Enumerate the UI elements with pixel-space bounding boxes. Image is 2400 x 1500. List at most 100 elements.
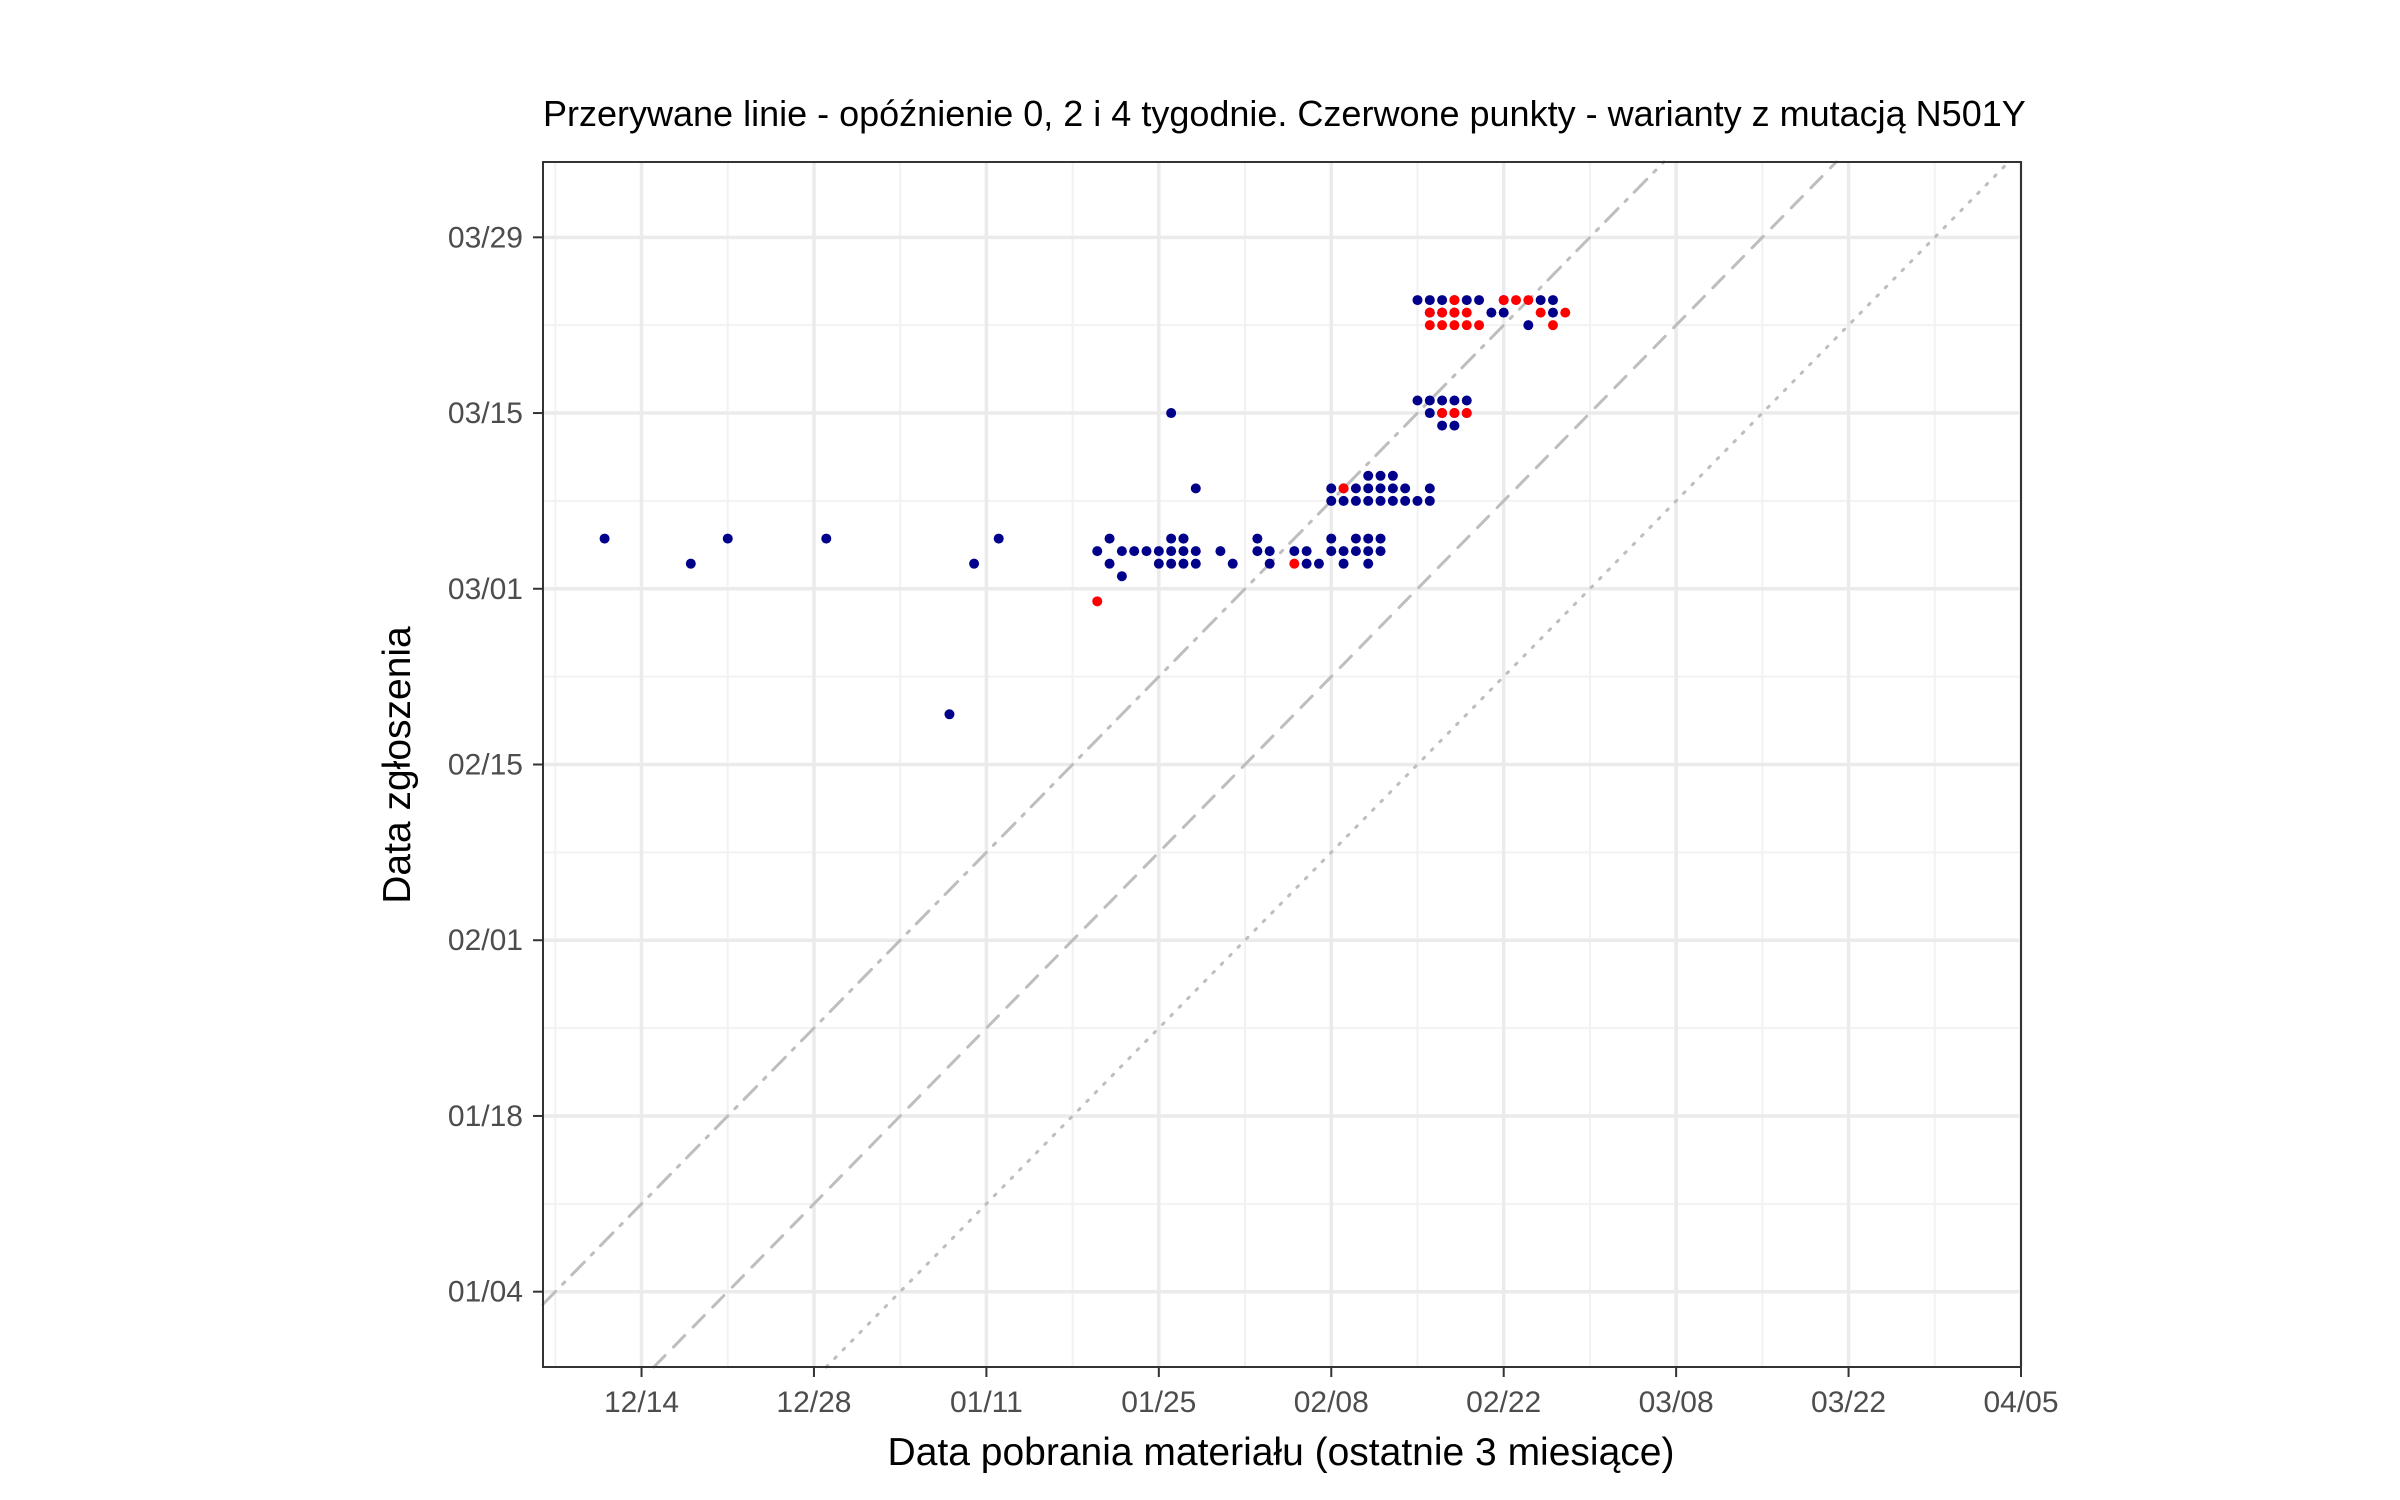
x-tick-label: 02/22 [1466, 1386, 1541, 1419]
data-point-n501y [1424, 320, 1435, 331]
data-point [1437, 395, 1448, 406]
data-point [1227, 558, 1238, 569]
y-tick-label: 02/15 [448, 749, 523, 782]
data-point [1424, 495, 1435, 506]
data-point [1449, 395, 1460, 406]
data-point [1400, 495, 1411, 506]
data-point [1412, 295, 1423, 306]
data-point [1461, 395, 1472, 406]
data-point [1375, 533, 1386, 544]
data-point-n501y [1449, 408, 1460, 419]
data-points [599, 295, 1571, 720]
x-tick-label: 04/05 [1983, 1386, 2058, 1419]
reference-lines [541, 160, 2011, 1369]
data-point [1523, 320, 1534, 331]
y-tick-label: 01/18 [448, 1100, 523, 1133]
data-point [1178, 558, 1189, 569]
data-point [1350, 495, 1361, 506]
data-point [1375, 470, 1386, 481]
data-point [599, 533, 610, 544]
data-point [1252, 546, 1263, 557]
data-point [1338, 546, 1349, 557]
x-tick-label: 12/28 [776, 1386, 851, 1419]
data-point-n501y [1437, 320, 1448, 331]
data-point [1092, 546, 1103, 557]
data-point [1535, 295, 1546, 306]
data-point [1190, 483, 1201, 494]
data-point [1424, 395, 1435, 406]
data-point [969, 558, 980, 569]
data-point [1350, 533, 1361, 544]
data-point [1289, 546, 1300, 557]
x-tick-label: 03/08 [1639, 1386, 1714, 1419]
data-point-n501y [1547, 320, 1558, 331]
data-point [1437, 420, 1448, 431]
data-point [1474, 295, 1485, 306]
data-point [1387, 495, 1398, 506]
x-tick-label: 03/22 [1811, 1386, 1886, 1419]
data-point [1338, 558, 1349, 569]
data-point [1129, 546, 1140, 557]
x-tick-label: 01/11 [950, 1386, 1023, 1419]
data-point-n501y [1511, 295, 1522, 306]
data-point [821, 533, 832, 544]
data-point [1153, 558, 1164, 569]
data-point [1412, 395, 1423, 406]
data-point [944, 709, 955, 720]
y-tick-label: 02/01 [448, 924, 523, 957]
data-point-n501y [1535, 307, 1546, 318]
y-tick-label: 01/04 [448, 1276, 523, 1309]
data-point [1498, 307, 1509, 318]
data-point-n501y [1560, 307, 1571, 318]
data-point [1412, 495, 1423, 506]
x-tick-label: 02/08 [1294, 1386, 1369, 1419]
data-point-n501y [1338, 483, 1349, 494]
data-point-n501y [1461, 307, 1472, 318]
data-point [1350, 546, 1361, 557]
data-point [1190, 558, 1201, 569]
data-point [1104, 558, 1115, 569]
data-point [1363, 470, 1374, 481]
data-point [1387, 470, 1398, 481]
data-point [1363, 558, 1374, 569]
data-point [1301, 546, 1312, 557]
data-point [1547, 307, 1558, 318]
x-axis-title: Data pobrania materiału (ostatnie 3 mies… [888, 1431, 1675, 1474]
data-point [993, 533, 1004, 544]
y-axis-ticks: 01/04 01/18 02/01 02/15 03/01 03/15 03/29 [448, 221, 543, 1309]
chart-title: Przerywane linie - opóźnienie 0, 2 i 4 t… [543, 93, 2026, 134]
data-point [1153, 546, 1164, 557]
data-point [1178, 546, 1189, 557]
data-point [1400, 483, 1411, 494]
data-point [1264, 558, 1275, 569]
data-point [1547, 295, 1558, 306]
data-point [1461, 295, 1472, 306]
grid [543, 162, 2023, 1367]
data-point-n501y [1449, 295, 1460, 306]
data-point [1326, 483, 1337, 494]
data-point [1104, 533, 1115, 544]
data-point [1363, 533, 1374, 544]
data-point-n501y [1461, 320, 1472, 331]
data-point [1338, 495, 1349, 506]
data-point [1166, 546, 1177, 557]
data-point [1116, 571, 1127, 582]
data-point-n501y [1092, 596, 1103, 607]
data-point [1424, 408, 1435, 419]
data-point [1449, 420, 1460, 431]
data-point [1424, 295, 1435, 306]
data-point [685, 558, 696, 569]
data-point [1387, 483, 1398, 494]
data-point [1350, 483, 1361, 494]
data-point [1363, 546, 1374, 557]
x-tick-label: 01/25 [1121, 1386, 1196, 1419]
data-point [1375, 495, 1386, 506]
data-point [1326, 533, 1337, 544]
x-axis-ticks: 12/14 12/28 01/11 01/25 02/08 02/22 03/08 03/22… [604, 1367, 2059, 1419]
data-point [1313, 558, 1324, 569]
y-tick-label: 03/15 [448, 397, 523, 430]
data-point-n501y [1498, 295, 1509, 306]
reference-line-2-weeks [652, 160, 1838, 1369]
data-point [1486, 307, 1497, 318]
